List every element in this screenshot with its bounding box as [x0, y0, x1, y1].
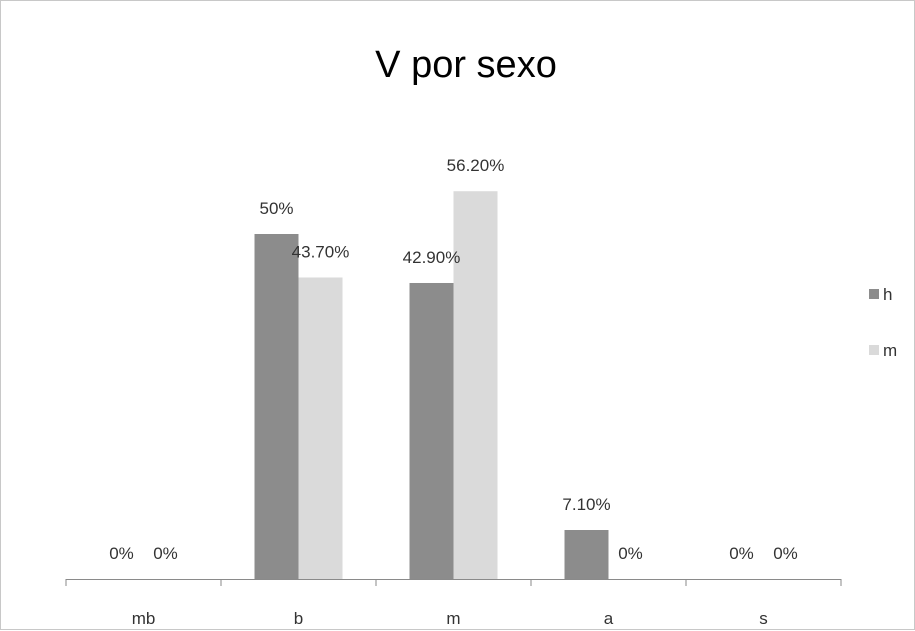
chart-title: V por sexo — [375, 44, 557, 86]
bar-h-a — [564, 530, 609, 579]
x-tick-label-a: a — [604, 609, 614, 628]
x-tick-label-b: b — [294, 609, 303, 628]
data-label-h-m: 42.90% — [403, 248, 461, 267]
legend-item-h: h — [869, 285, 892, 304]
bar-m-b — [298, 277, 343, 579]
x-tick-label-s: s — [759, 609, 768, 628]
data-label-m-m: 56.20% — [447, 156, 505, 175]
data-label-m-s: 0% — [773, 544, 798, 563]
legend-item-m: m — [869, 341, 897, 360]
legend-swatch-m — [869, 345, 879, 355]
data-label-m-b: 43.70% — [292, 242, 350, 261]
bar-h-m — [409, 282, 454, 579]
bar-h-b — [254, 234, 299, 579]
data-label-h-mb: 0% — [109, 544, 134, 563]
x-axis: mb b m a s — [65, 579, 842, 628]
legend-swatch-h — [869, 289, 879, 299]
legend-label-h: h — [883, 285, 892, 304]
data-label-m-mb: 0% — [153, 544, 178, 563]
data-label-h-s: 0% — [729, 544, 754, 563]
bars-group — [254, 191, 609, 579]
x-tick-label-m: m — [446, 609, 460, 628]
data-label-h-a: 7.10% — [562, 495, 610, 514]
data-labels-group: 0% 50% 42.90% 7.10% 0% 0% 43.70% 56.20% 0% 0% — [109, 156, 798, 563]
data-label-h-b: 50% — [259, 199, 293, 218]
data-label-m-a: 0% — [618, 544, 643, 563]
legend-label-m: m — [883, 341, 897, 360]
bar-m-m — [453, 191, 498, 579]
x-tick-label-mb: mb — [132, 609, 156, 628]
legend: hm — [869, 285, 897, 360]
